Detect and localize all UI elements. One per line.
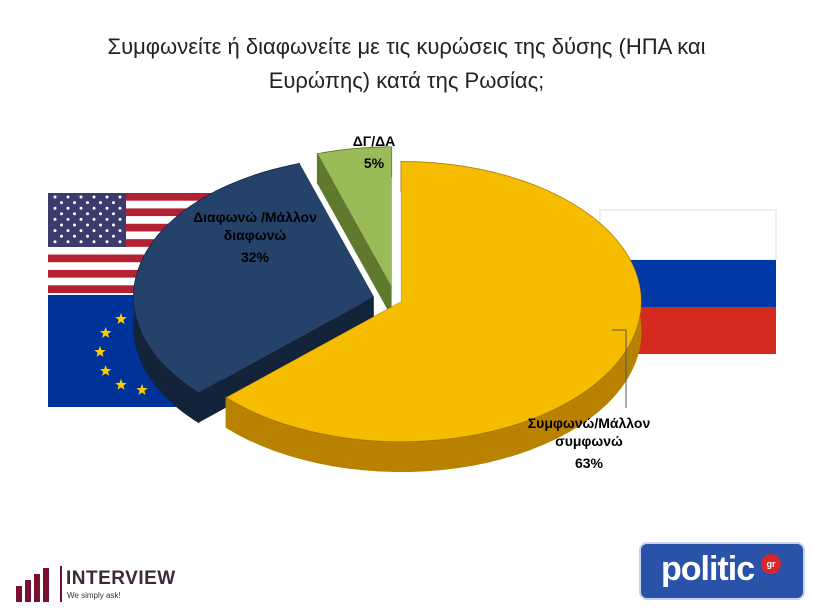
slice-label-agree: Συμφωνώ/Μάλλον συμφωνώ 63% — [528, 415, 651, 471]
slice-disagree-top — [133, 163, 375, 394]
politic-gr-badge: gr — [761, 554, 781, 574]
leader-line-agree — [612, 329, 627, 408]
leader-lines — [612, 329, 627, 408]
slice-dk-na — [316, 146, 393, 317]
slice-label-agree-line-1: Συμφωνώ/Μάλλον — [528, 415, 651, 431]
interview-tagline: We simply ask! — [67, 591, 121, 600]
slice-agree — [225, 161, 642, 472]
chart-title-line-1: Συμφωνείτε ή διαφωνείτε με τις κυρώσεις … — [107, 34, 706, 59]
politic-name: politic — [661, 550, 755, 588]
slice-value-agree: 63% — [575, 455, 604, 471]
slice-label-disagree: Διαφωνώ /Μάλλον διαφωνώ 32% — [193, 209, 317, 265]
pie-slices — [133, 146, 642, 472]
interview-bars-icon — [16, 568, 49, 602]
slice-dk-na-top — [316, 146, 393, 289]
slice-label-disagree-line-2: διαφωνώ — [224, 227, 287, 243]
slice-label-agree-line-2: συμφωνώ — [555, 433, 623, 449]
slice-label-dk-na: ΔΓ/ΔΑ 5% — [353, 133, 396, 171]
slice-agree-top — [225, 161, 642, 443]
chart-title: Συμφωνείτε ή διαφωνείτε με τις κυρώσεις … — [0, 30, 813, 98]
interview-logo: INTERVIEW We simply ask! — [14, 562, 204, 606]
slice-label-dk-na-line-1: ΔΓ/ΔΑ — [353, 133, 396, 149]
slice-value-dk-na: 5% — [364, 155, 385, 171]
slice-label-disagree-line-1: Διαφωνώ /Μάλλον — [193, 209, 317, 225]
slice-value-disagree: 32% — [241, 249, 270, 265]
slice-dk-na-wall — [317, 153, 392, 317]
interview-name: INTERVIEW — [66, 568, 176, 589]
interview-divider — [60, 566, 62, 602]
politic-logo: politic gr — [639, 542, 805, 600]
chart-title-line-2: Ευρώπης) κατά της Ρωσίας; — [268, 68, 545, 93]
